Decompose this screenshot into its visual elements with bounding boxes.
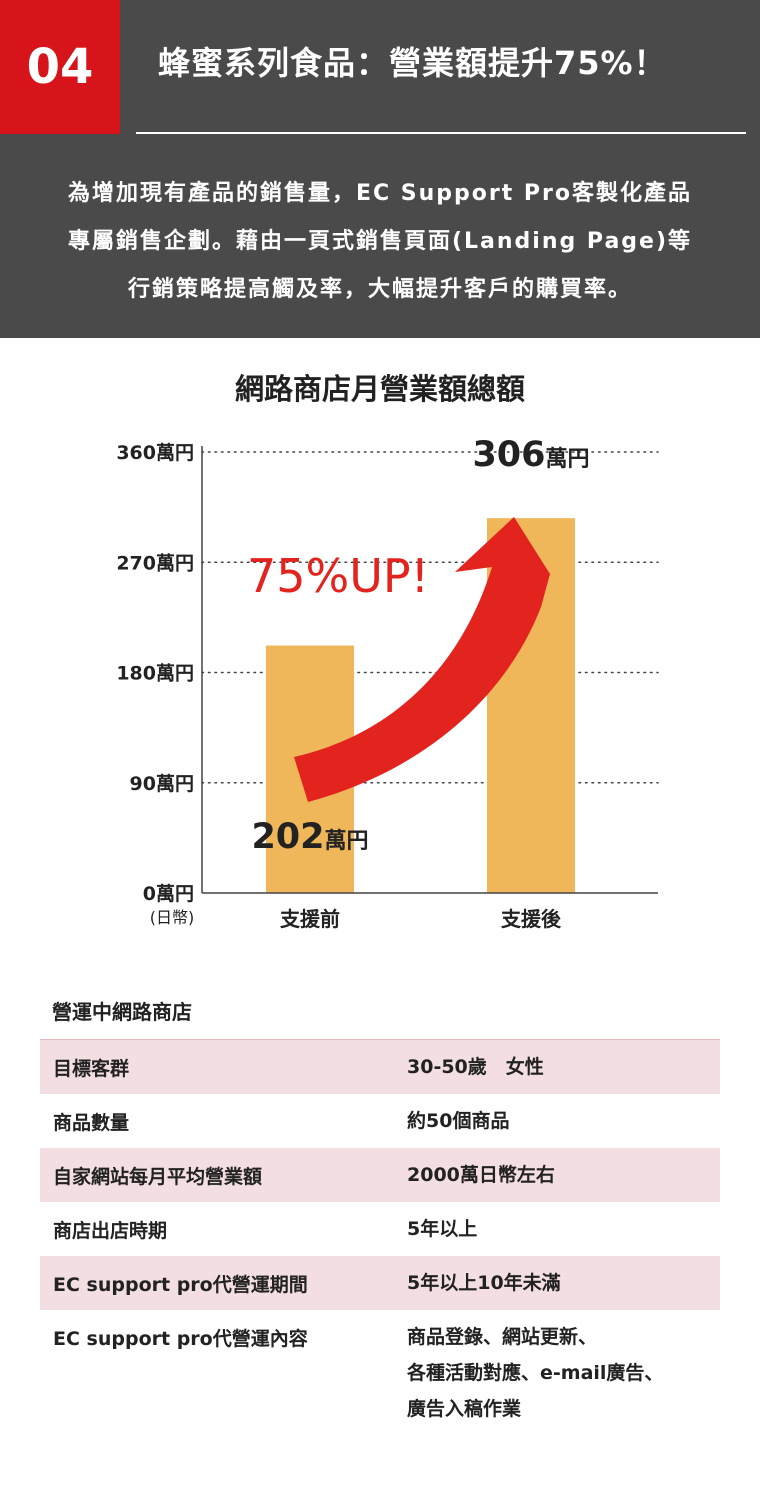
x-tick-label: 支援前 bbox=[280, 907, 340, 931]
info-key: EC support pro代營運期間 bbox=[53, 1274, 308, 1296]
info-value-line: 各種活動對應、e-mail廣告、 bbox=[407, 1362, 664, 1384]
info-value: 5年以上 bbox=[407, 1211, 477, 1247]
description-line: 為增加現有產品的銷售量，EC Support Pro客製化產品 bbox=[67, 181, 693, 206]
section-title: 蜂蜜系列食品：營業額提升75%！ bbox=[158, 44, 667, 82]
info-value-line: 約50個商品 bbox=[407, 1110, 510, 1132]
info-row: 目標客群 30-50歲 女性 bbox=[40, 1040, 720, 1094]
header-panel: 04 蜂蜜系列食品：營業額提升75%！ 為增加現有產品的銷售量，EC Suppo… bbox=[0, 0, 760, 338]
info-row: EC support pro代營運內容 商品登錄、網站更新、各種活動對應、e-ma… bbox=[40, 1310, 720, 1436]
info-key: 自家網站每月平均營業額 bbox=[53, 1166, 263, 1188]
description: 為增加現有產品的銷售量，EC Support Pro客製化產品 專屬銷售企劃。藉… bbox=[0, 170, 760, 314]
info-value: 5年以上10年未滿 bbox=[407, 1265, 561, 1301]
description-line: 專屬銷售企劃。藉由一頁式銷售頁面(Landing Page)等 bbox=[67, 229, 693, 254]
info-row: 商品數量 約50個商品 bbox=[40, 1094, 720, 1148]
info-key: EC support pro代營運內容 bbox=[53, 1328, 308, 1350]
y-tick-label: 180萬円 bbox=[116, 663, 194, 685]
info-value-line: 商品登錄、網站更新、 bbox=[407, 1326, 598, 1348]
data-label: 202萬円 bbox=[251, 817, 368, 857]
y-tick-label: 90萬円 bbox=[130, 773, 194, 795]
growth-arrow bbox=[294, 517, 550, 802]
info-row: EC support pro代營運期間 5年以上10年未滿 bbox=[40, 1256, 720, 1310]
info-value-line: 30-50歲 女性 bbox=[407, 1056, 544, 1078]
chart-title: 網路商店月營業額總額 bbox=[234, 372, 525, 406]
info-value-line: 5年以上 bbox=[407, 1218, 478, 1240]
info-value-line: 2000萬日幣左右 bbox=[407, 1164, 555, 1186]
info-value-line: 5年以上10年未滿 bbox=[407, 1272, 561, 1294]
info-value: 商品登錄、網站更新、各種活動對應、e-mail廣告、 廣告入稿作業 bbox=[407, 1319, 663, 1427]
info-row: 自家網站每月平均營業額 2000萬日幣左右 bbox=[40, 1148, 720, 1202]
y-tick-label: 0萬円 bbox=[143, 883, 194, 905]
y-tick-label: 270萬円 bbox=[116, 552, 194, 574]
info-key: 商品數量 bbox=[53, 1112, 130, 1134]
info-row: 商店出店時期 5年以上 bbox=[40, 1202, 720, 1256]
info-value: 30-50歲 女性 bbox=[407, 1049, 544, 1085]
growth-annotation: 75%UP! bbox=[247, 549, 429, 603]
x-tick-label: 支援後 bbox=[501, 907, 562, 931]
bar-chart: 0萬円 90萬円 180萬円 270萬円 360萬円 (日幣) 支援前 支援後 75%UP! 20… bbox=[116, 435, 659, 931]
section-number: 04 bbox=[0, 0, 120, 134]
info-key: 目標客群 bbox=[53, 1058, 130, 1080]
y-unit-note: (日幣) bbox=[150, 908, 195, 927]
title-underline bbox=[136, 132, 746, 134]
info-value-line: 廣告入稿作業 bbox=[407, 1398, 522, 1420]
info-table: 目標客群 30-50歲 女性商品數量 約50個商品自家網站每月平均營業額 2000萬日… bbox=[40, 1039, 720, 1436]
info-value: 2000萬日幣左右 bbox=[407, 1157, 555, 1193]
data-label: 306萬円 bbox=[472, 435, 589, 475]
info-key: 商店出店時期 bbox=[53, 1220, 168, 1242]
info-section-label: 營運中網路商店 bbox=[52, 1000, 192, 1024]
description-line: 行銷策略提高觸及率，大幅提升客戶的購買率。 bbox=[127, 277, 632, 302]
info-value: 約50個商品 bbox=[407, 1103, 509, 1139]
y-tick-label: 360萬円 bbox=[116, 442, 194, 464]
